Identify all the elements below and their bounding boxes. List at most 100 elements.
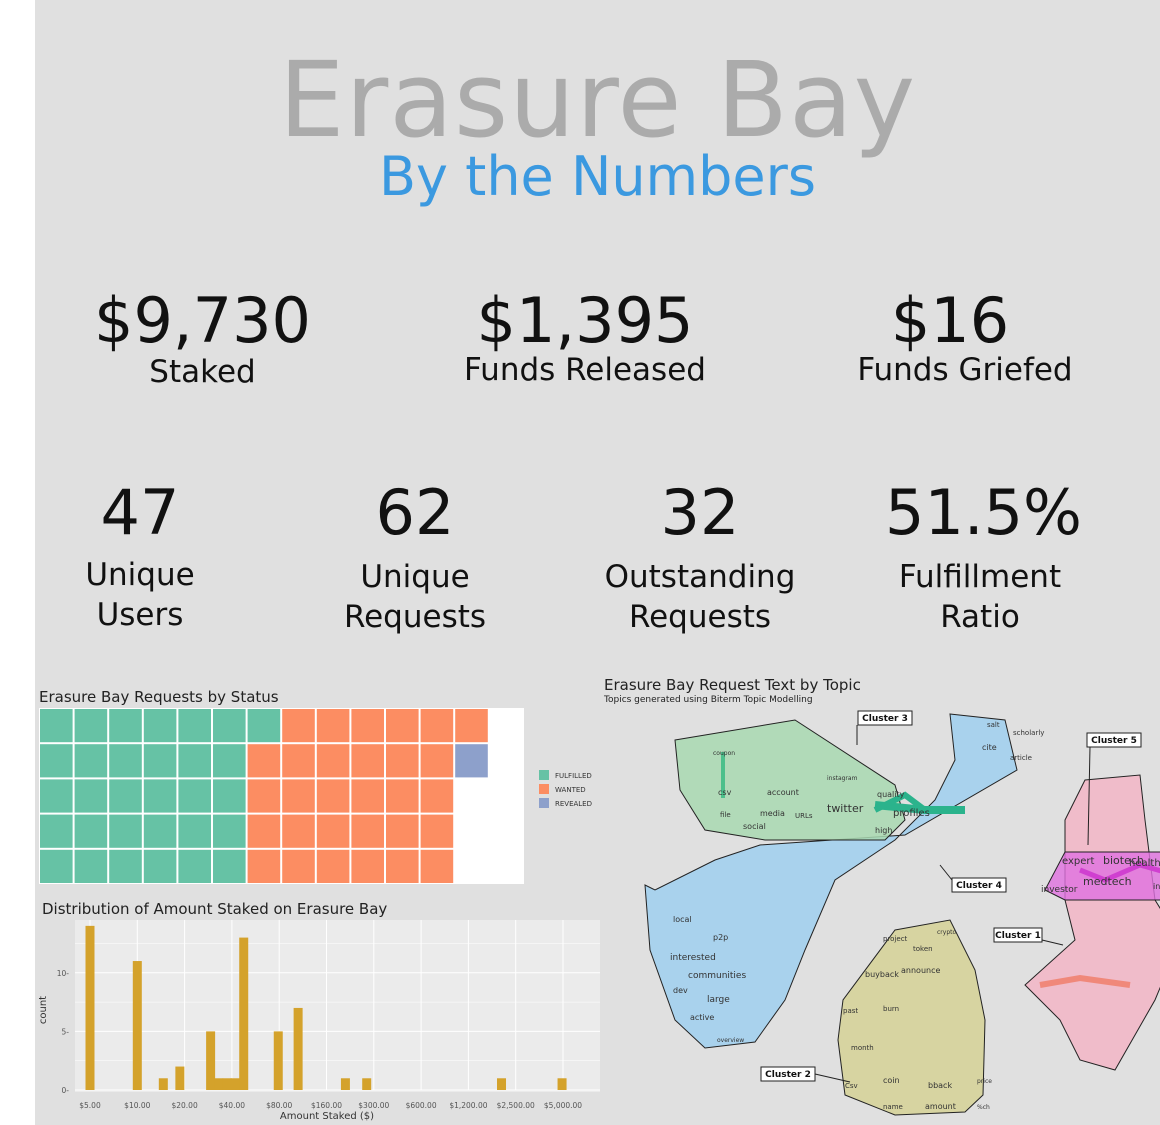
waffle-cell — [420, 709, 454, 743]
stat-released-label: Funds Released — [464, 352, 706, 388]
network-subtitle: Topics generated using Biterm Topic Mode… — [604, 695, 813, 705]
waffle-cell — [143, 709, 177, 743]
waffle-cell — [386, 779, 419, 813]
topic-word: amount — [925, 1102, 956, 1111]
waffle-cell — [282, 814, 315, 848]
histogram-bar — [158, 1078, 168, 1090]
stat-requests-value: 62 — [375, 476, 455, 549]
waffle-cell — [143, 849, 177, 883]
waffle-cell — [386, 849, 419, 883]
histogram-bar — [239, 937, 249, 1090]
stat-staked-label: Staked — [149, 354, 256, 390]
topic-word: %ch — [977, 1104, 990, 1111]
waffle-cell — [316, 709, 350, 743]
stat-outstanding-label: Outstanding Requests — [604, 559, 796, 635]
waffle-cell — [247, 744, 281, 778]
waffle-cell — [74, 744, 108, 778]
waffle-cell — [247, 814, 281, 848]
topic-word: media — [760, 809, 785, 818]
topic-word: Csv — [845, 1082, 858, 1090]
y-tick-label: 0- — [62, 1086, 70, 1095]
topic-word: biotech — [1103, 854, 1144, 867]
x-tick-label: $80.00 — [266, 1101, 292, 1110]
stat-released-value: $1,395 — [476, 284, 694, 357]
topic-word: crypto — [937, 929, 956, 936]
stat-griefed-label: Funds Griefed — [857, 352, 1073, 388]
stat-griefed-value: $16 — [890, 284, 1010, 357]
waffle-cell — [109, 814, 142, 848]
histogram-bar — [206, 1031, 216, 1090]
waffle-cell — [74, 709, 108, 743]
cluster-1-label: Cluster 1 — [995, 931, 1041, 941]
stat-ratio-label: Fulfillment Ratio — [898, 559, 1062, 635]
topic-word: account — [767, 788, 799, 797]
waffle-cell — [455, 814, 488, 848]
waffle-cell — [455, 849, 488, 883]
histogram-bar — [214, 1078, 224, 1090]
waffle-cell — [143, 779, 177, 813]
histogram-bar — [222, 1078, 232, 1090]
waffle-cell — [74, 779, 108, 813]
x-tick-label: $600.00 — [406, 1101, 437, 1110]
waffle-title: Erasure Bay Requests by Status — [39, 688, 279, 706]
waffle-cell — [213, 779, 246, 813]
histogram-bar — [557, 1078, 567, 1090]
waffle-cell — [178, 779, 211, 813]
topic-network: coupon csv account instagram twitter quality p… — [644, 710, 1160, 1116]
waffle-cell — [489, 849, 523, 883]
topic-word: burn — [883, 1005, 899, 1013]
topic-word: p2p — [713, 933, 728, 942]
waffle-cell — [247, 849, 281, 883]
waffle-cell — [213, 849, 246, 883]
waffle-cell — [282, 849, 315, 883]
stat-users-label: Unique Users — [85, 557, 195, 633]
waffle-cell — [455, 779, 488, 813]
histogram-chart: $5.00 $10.00 $20.00 $40.00 $80.00 $160.00 $300… — [38, 920, 600, 1122]
waffle-cell — [351, 849, 384, 883]
topic-word: name — [883, 1103, 903, 1111]
topic-word: social — [743, 822, 766, 831]
topic-word: communities — [688, 971, 746, 981]
topic-word: large — [707, 995, 730, 1005]
waffle-cell — [178, 744, 211, 778]
page-subtitle: By the Numbers — [378, 145, 816, 208]
topic-word: dev — [673, 986, 688, 995]
waffle-cell — [213, 814, 246, 848]
histogram-plot-area — [75, 920, 600, 1092]
waffle-cell — [316, 849, 350, 883]
topic-word: active — [690, 1013, 714, 1022]
waffle-cell — [109, 709, 142, 743]
legend-label: WANTED — [555, 786, 586, 794]
waffle-cell — [178, 849, 211, 883]
waffle-cell — [351, 779, 384, 813]
stat-outstanding-value: 32 — [660, 476, 740, 549]
topic-word: profiles — [893, 808, 930, 819]
topic-word: scholarly — [1013, 729, 1044, 737]
topic-word: instagram — [827, 775, 858, 782]
waffle-cell — [282, 744, 315, 778]
waffle-cell — [213, 744, 246, 778]
waffle-cell — [386, 814, 419, 848]
x-tick-label: $160.00 — [311, 1101, 342, 1110]
histogram-bar — [175, 1066, 185, 1090]
waffle-cell — [247, 779, 281, 813]
waffle-cell — [213, 709, 246, 743]
cluster-2-hull — [837, 919, 986, 1116]
waffle-cell — [316, 814, 350, 848]
topic-word: investor — [1041, 885, 1078, 895]
topic-word: high — [875, 826, 892, 835]
x-tick-label: $300.00 — [358, 1101, 389, 1110]
waffle-cell — [455, 744, 488, 778]
legend-swatch — [539, 770, 549, 780]
waffle-cell — [74, 814, 108, 848]
cluster-1-hull — [1024, 774, 1160, 1071]
histogram-bar — [85, 925, 95, 1090]
waffle-cell — [351, 814, 384, 848]
legend-label: REVEALED — [555, 800, 592, 808]
topic-word: buyback — [865, 970, 899, 979]
waffle-cell — [489, 744, 523, 778]
waffle-cell — [40, 779, 73, 813]
infographic-panel: Erasure Bay By the Numbers $9,730 Staked… — [35, 0, 1160, 1125]
topic-word: overview — [717, 1037, 744, 1044]
histogram-bar — [497, 1078, 507, 1090]
